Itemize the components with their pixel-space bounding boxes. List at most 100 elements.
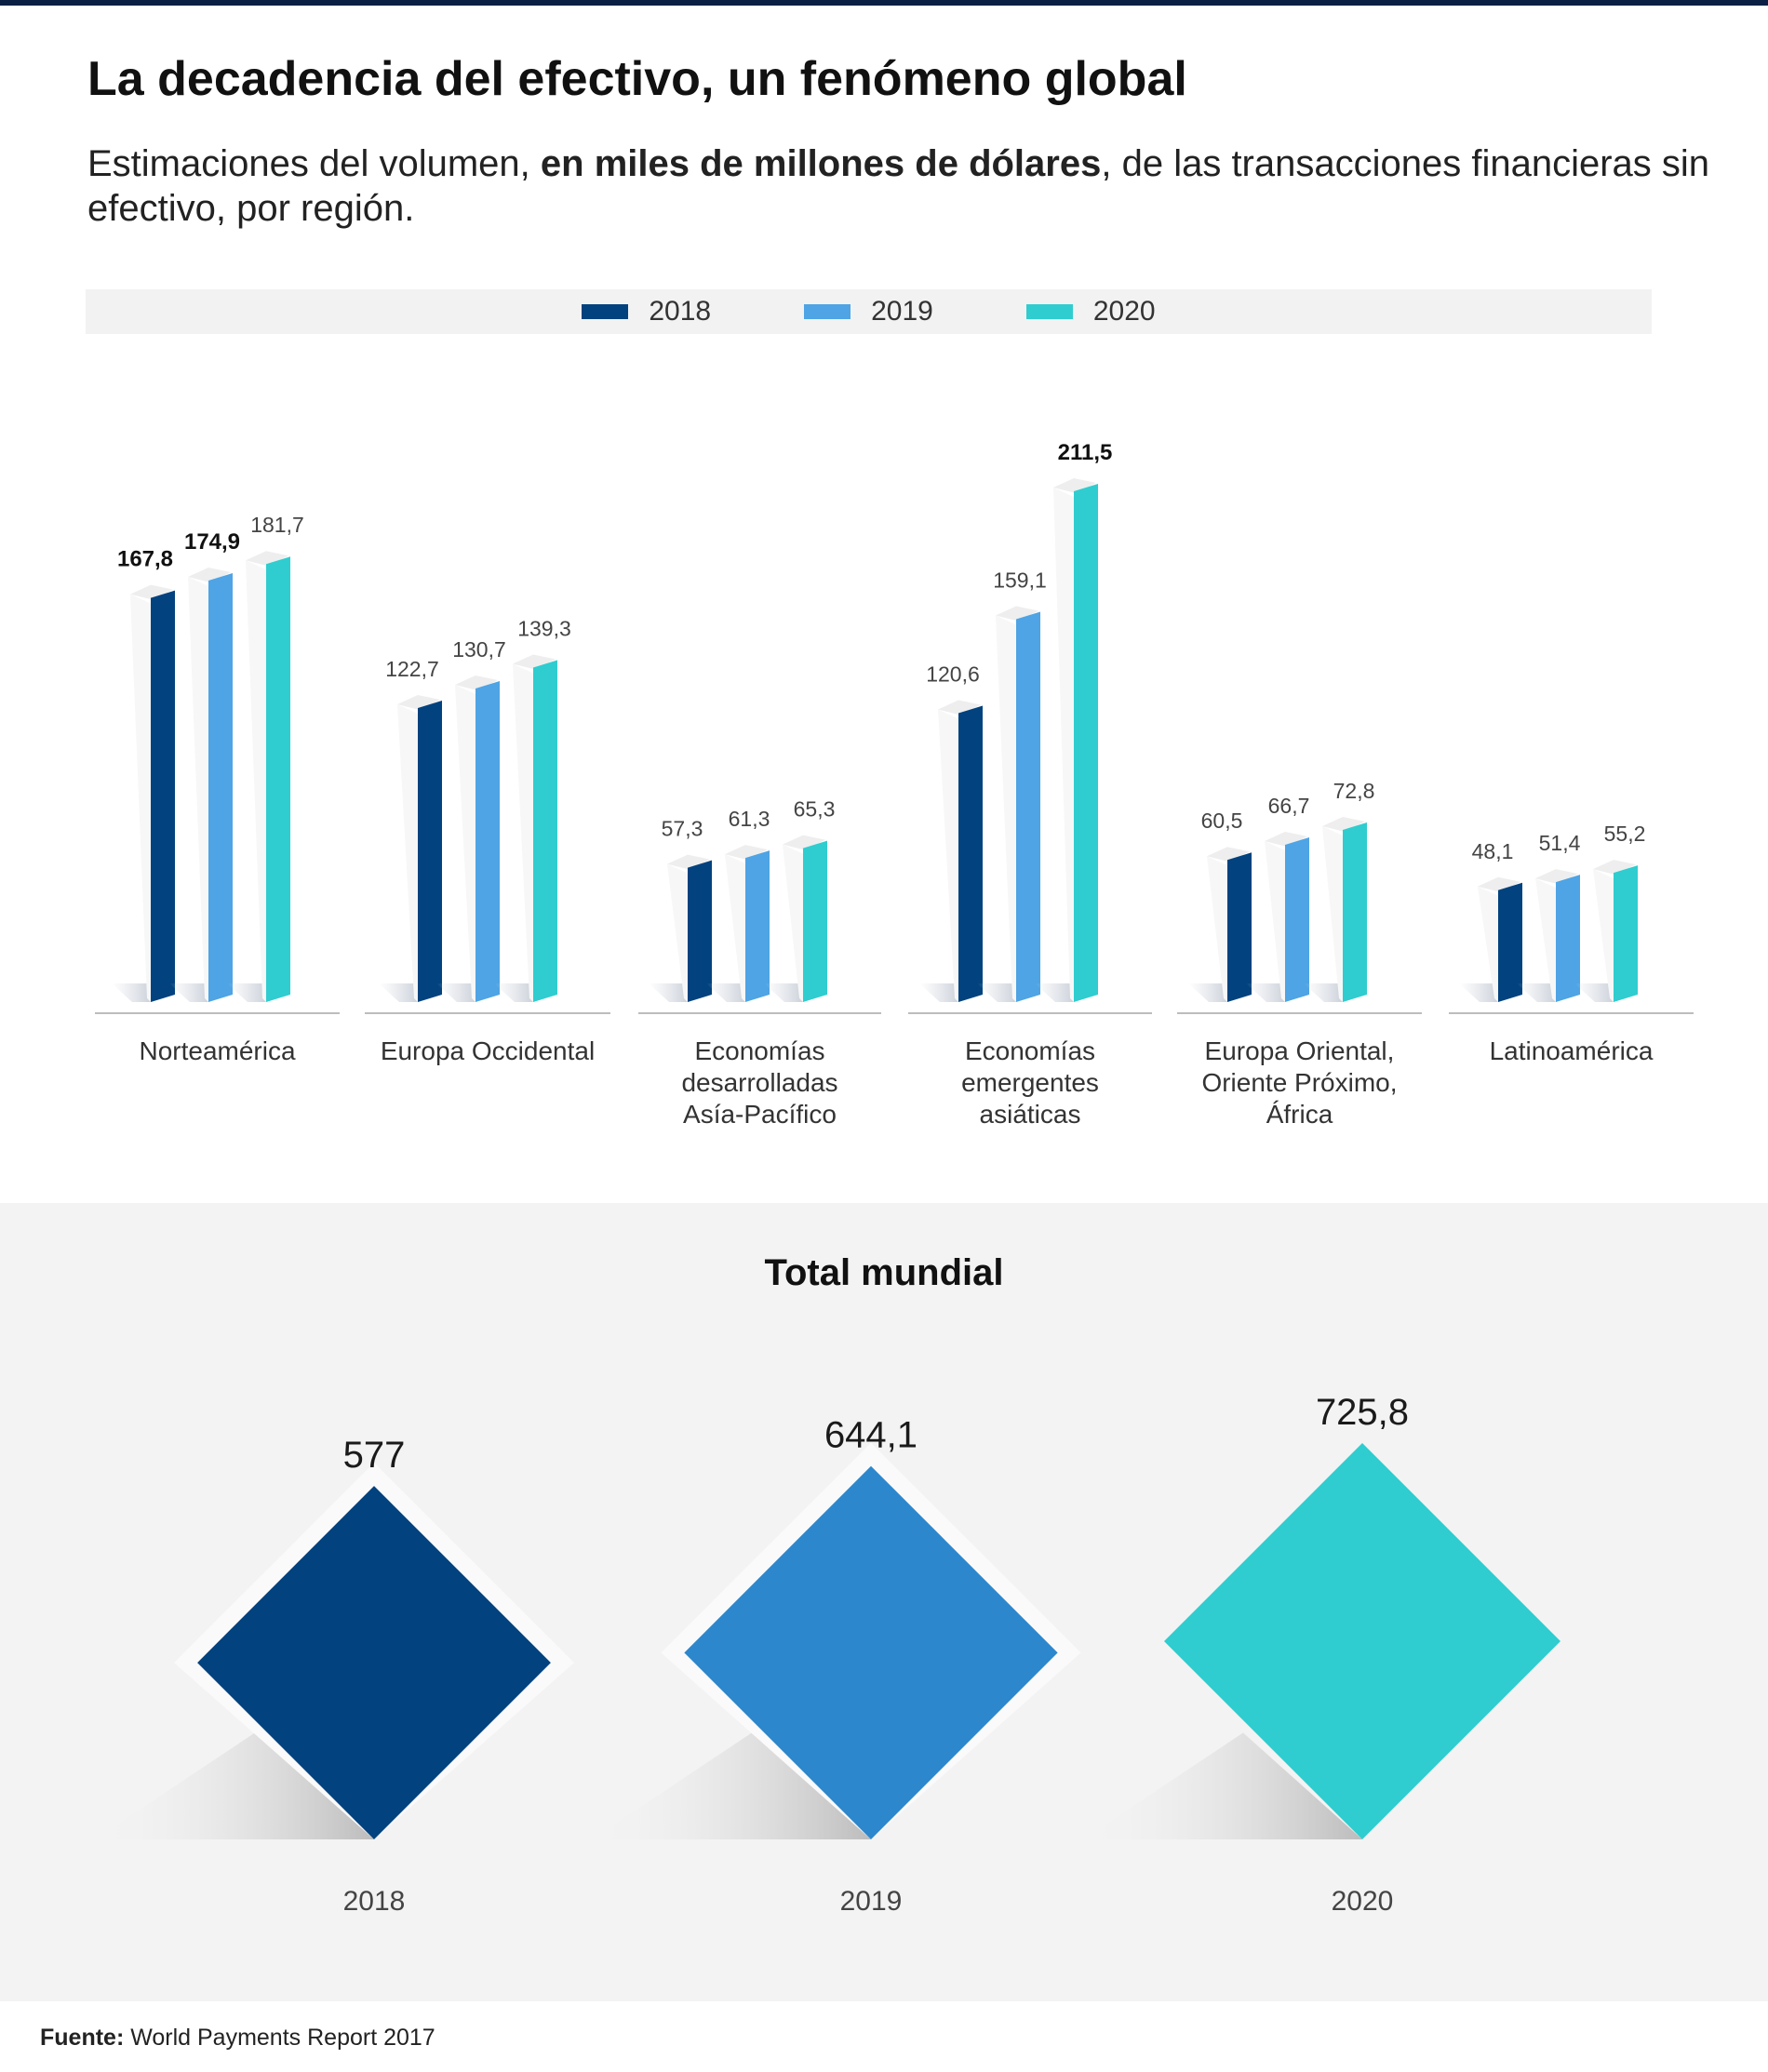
category-label: emergentes bbox=[961, 1068, 1099, 1097]
subtitle-units: en miles de millones de dólares bbox=[540, 143, 1102, 184]
bar-shadow bbox=[494, 983, 533, 1002]
bar-top bbox=[1322, 816, 1365, 832]
bar-shadow bbox=[649, 983, 688, 1002]
regional-bar-chart: Norteamérica 167,8 174,9 181,7 Europa Occide… bbox=[95, 440, 1694, 1129]
bar-shadow bbox=[1188, 983, 1227, 1002]
bar-2019 bbox=[1016, 611, 1040, 1002]
bar-shadow bbox=[1035, 983, 1074, 1002]
data-label: 48,1 bbox=[1472, 839, 1514, 863]
bar-top bbox=[130, 584, 173, 600]
bar-top bbox=[513, 654, 556, 670]
bar-shadow bbox=[706, 983, 745, 1002]
bar-side bbox=[1207, 856, 1227, 1002]
bar-top bbox=[783, 835, 825, 850]
data-label: 57,3 bbox=[662, 817, 703, 841]
bar-2019 bbox=[1556, 875, 1580, 1002]
data-label: 167,8 bbox=[117, 547, 173, 572]
bar-top bbox=[1478, 876, 1520, 892]
bar-side bbox=[996, 615, 1016, 1002]
data-label: 66,7 bbox=[1268, 794, 1310, 818]
total-value-label: 644,1 bbox=[824, 1415, 917, 1456]
total-year-label: 2019 bbox=[840, 1886, 903, 1917]
bar-top bbox=[397, 695, 440, 711]
category-label: África bbox=[1266, 1100, 1333, 1129]
bar-side bbox=[246, 560, 266, 1002]
legend-swatch-2018 bbox=[582, 304, 629, 319]
chart-title: La decadencia del efectivo, un fenómeno … bbox=[87, 52, 1187, 106]
total-value-label: 577 bbox=[343, 1435, 406, 1476]
bar-2020 bbox=[266, 556, 290, 1002]
bar-shadow bbox=[919, 983, 958, 1002]
bar-2020 bbox=[1074, 484, 1098, 1002]
total-value-label: 725,8 bbox=[1316, 1392, 1409, 1433]
source-note: Fuente: World Payments Report 2017 bbox=[40, 2025, 435, 2052]
bar-shadow bbox=[436, 983, 475, 1002]
bar-top bbox=[1593, 860, 1636, 876]
data-label: 60,5 bbox=[1201, 809, 1243, 833]
legend-item-2019: 2019 bbox=[804, 296, 933, 328]
bar-shadow bbox=[379, 983, 418, 1002]
bar-side bbox=[1478, 886, 1498, 1002]
diamond-2018 bbox=[197, 1486, 551, 1839]
bar-top bbox=[1265, 831, 1307, 847]
bar-shadow bbox=[169, 983, 208, 1002]
category-label: asiáticas bbox=[980, 1100, 1081, 1129]
bar-side bbox=[513, 663, 533, 1002]
bar-side bbox=[397, 704, 418, 1002]
bar-shadow bbox=[112, 983, 151, 1002]
bar-top bbox=[455, 675, 498, 691]
bar-2018 bbox=[958, 705, 983, 1002]
legend-label-2019: 2019 bbox=[871, 296, 933, 327]
category-label: Asía-Pacífico bbox=[683, 1100, 837, 1129]
bar-2019 bbox=[745, 850, 770, 1002]
total-year-label: 2018 bbox=[343, 1886, 406, 1917]
legend: 2018 2019 2020 bbox=[86, 289, 1652, 334]
legend-label-2020: 2020 bbox=[1092, 296, 1156, 327]
data-label: 122,7 bbox=[385, 657, 439, 681]
data-label: 174,9 bbox=[184, 529, 240, 555]
bar-shadow bbox=[764, 983, 803, 1002]
bar-2020 bbox=[803, 840, 827, 1002]
bar-2019 bbox=[475, 681, 500, 1002]
bar-top bbox=[1207, 847, 1250, 862]
bar-side bbox=[667, 863, 688, 1002]
bar-side bbox=[455, 685, 475, 1002]
data-label: 65,3 bbox=[794, 797, 836, 822]
bar-top bbox=[1053, 478, 1096, 493]
category-label: Norteamérica bbox=[139, 1036, 295, 1065]
bar-2019 bbox=[1285, 836, 1309, 1002]
diamond-2020 bbox=[1164, 1443, 1560, 1839]
bar-side bbox=[725, 854, 745, 1002]
data-label: 72,8 bbox=[1333, 779, 1375, 803]
category-label: Oriente Próximo, bbox=[1201, 1068, 1397, 1097]
bar-shadow bbox=[1304, 983, 1343, 1002]
data-label: 61,3 bbox=[729, 807, 770, 831]
bar-top bbox=[188, 568, 231, 583]
subtitle-text: Estimaciones del volumen, bbox=[87, 143, 541, 184]
data-label: 139,3 bbox=[517, 616, 571, 640]
bar-top bbox=[938, 700, 981, 715]
data-label: 120,6 bbox=[926, 662, 980, 687]
legend-swatch-2019 bbox=[804, 304, 851, 319]
category-label: Economías bbox=[965, 1036, 1095, 1065]
bar-2020 bbox=[1614, 865, 1638, 1002]
category-label: Europa Oriental, bbox=[1205, 1036, 1395, 1065]
bar-2018 bbox=[1227, 852, 1252, 1002]
category-label: Latinoamérica bbox=[1490, 1036, 1654, 1065]
data-label: 211,5 bbox=[1058, 440, 1113, 465]
bar-top bbox=[667, 854, 710, 870]
data-label: 51,4 bbox=[1539, 831, 1581, 855]
bar-side bbox=[938, 709, 958, 1002]
bar-side bbox=[1322, 825, 1343, 1002]
bar-shadow bbox=[1459, 983, 1498, 1002]
legend-label-2018: 2018 bbox=[649, 296, 712, 327]
bar-side bbox=[783, 844, 803, 1002]
subtitle-text-end: , de las transacciones financieras sin e… bbox=[87, 143, 1710, 229]
category-label: Europa Occidental bbox=[381, 1036, 595, 1065]
total-diamond-chart: 577 2018 644,1 2019 725,8 2020 bbox=[95, 1392, 1584, 1917]
total-year-label: 2020 bbox=[1332, 1886, 1394, 1917]
legend-swatch-2020 bbox=[1025, 304, 1073, 319]
bar-2018 bbox=[418, 701, 442, 1002]
bar-shadow bbox=[1246, 983, 1285, 1002]
data-label: 130,7 bbox=[452, 637, 506, 662]
